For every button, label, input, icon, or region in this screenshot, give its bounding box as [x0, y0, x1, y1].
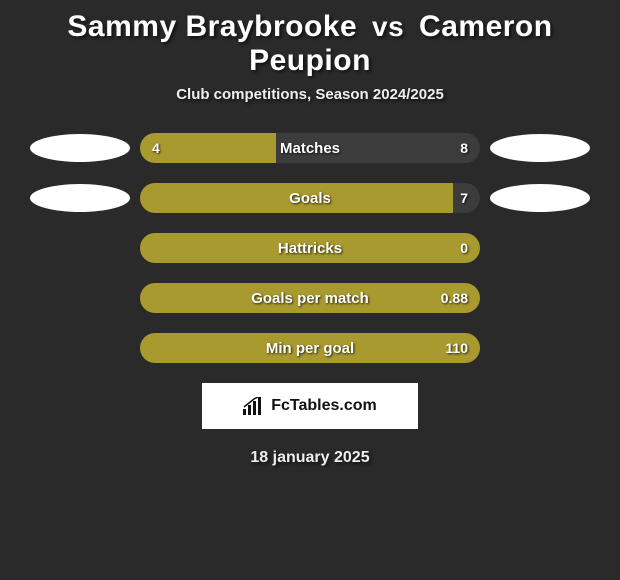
stat-bar: Hattricks0: [140, 233, 480, 263]
stat-row: 4Matches8: [0, 133, 620, 163]
subtitle: Club competitions, Season 2024/2025: [0, 86, 620, 103]
vs-text: vs: [372, 11, 404, 42]
stat-row: Min per goal110: [0, 333, 620, 363]
stat-label: Min per goal: [140, 333, 480, 363]
watermark: FcTables.com: [202, 383, 418, 429]
date: 18 january 2025: [0, 449, 620, 467]
stat-value-right: 7: [460, 183, 468, 213]
player2-ellipse-icon: [490, 134, 590, 162]
stat-row: Hattricks0: [0, 233, 620, 263]
stat-bar: 4Matches8: [140, 133, 480, 163]
stat-value-right: 8: [460, 133, 468, 163]
stat-value-right: 0: [460, 233, 468, 263]
stat-label: Matches: [140, 133, 480, 163]
stat-row: Goals7: [0, 183, 620, 213]
stat-bar: Goals per match0.88: [140, 283, 480, 313]
title: Sammy Braybrooke vs Cameron Peupion: [0, 0, 620, 86]
chart-icon: [243, 397, 265, 415]
stat-value-right: 110: [445, 333, 468, 363]
stats-container: 4Matches8 Goals7 Hattricks0 Goals per match…: [0, 133, 620, 363]
stat-bar: Min per goal110: [140, 333, 480, 363]
watermark-text: FcTables.com: [271, 397, 377, 415]
player1-name: Sammy Braybrooke: [67, 10, 357, 43]
player1-ellipse-icon: [30, 184, 130, 212]
stat-value-right: 0.88: [441, 283, 468, 313]
player1-ellipse-icon: [30, 134, 130, 162]
stat-label: Goals per match: [140, 283, 480, 313]
stat-bar: Goals7: [140, 183, 480, 213]
stat-row: Goals per match0.88: [0, 283, 620, 313]
player2-ellipse-icon: [490, 184, 590, 212]
stat-label: Hattricks: [140, 233, 480, 263]
stat-label: Goals: [140, 183, 480, 213]
